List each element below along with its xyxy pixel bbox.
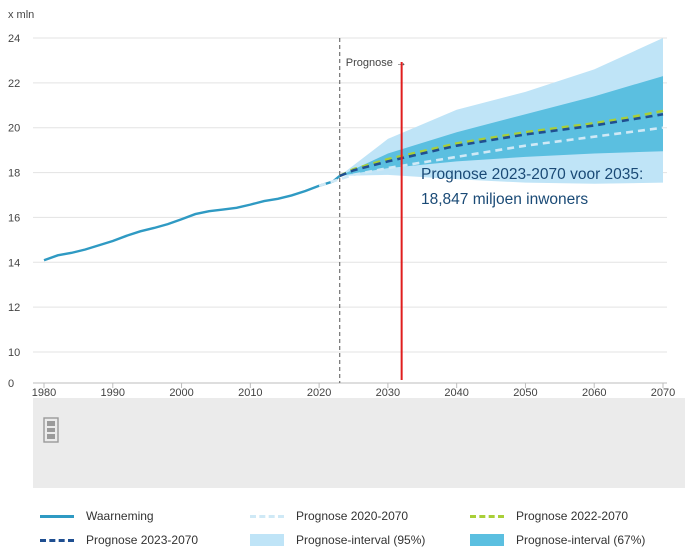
y-tick-label: 16: [8, 212, 20, 224]
legend-label: Prognose 2020-2070: [296, 509, 409, 523]
legend-item-interval-67: Prognose-interval (67%): [470, 532, 645, 548]
x-tick-label: 2010: [238, 387, 262, 399]
legend-label: Waarneming: [86, 509, 154, 523]
legend-label: Prognose 2023-2070: [86, 533, 199, 547]
y-tick-label: 24: [8, 33, 20, 45]
x-tick-label: 2000: [169, 387, 193, 399]
y-tick-label: 12: [8, 302, 20, 314]
x-tick-label: 2070: [651, 387, 675, 399]
series-line: [339, 112, 664, 178]
x-tick-label: 1980: [32, 387, 56, 399]
y-tick-label: 18: [8, 168, 20, 180]
legend-label: Prognose-interval (95%): [296, 533, 426, 547]
chart-area: Prognose → Prognose 2023-2070 voor 2035: 1…: [8, 9, 685, 488]
y-unit-label: x mln: [8, 9, 34, 21]
y-tick-label: 22: [8, 78, 20, 90]
legend-swatch-prognose-2022: [470, 510, 504, 522]
legend-item-interval-95: Prognose-interval (95%): [250, 532, 425, 548]
legend-swatch-prognose-2020: [250, 510, 284, 522]
series-line: [43, 175, 341, 262]
x-tick-label: 2050: [513, 387, 537, 399]
x-tick-label: 2060: [582, 387, 606, 399]
series-line: [318, 126, 664, 188]
footer-band: [33, 398, 685, 488]
annotation-line-1: Prognose 2023-2070 voor 2035:: [421, 166, 643, 183]
legend-item-prognose-2020: Prognose 2020-2070: [250, 508, 408, 524]
x-tick-label: 2040: [444, 387, 468, 399]
y-tick-label: 0: [8, 378, 14, 390]
y-tick-label: 20: [8, 123, 20, 135]
x-tick-label: 2020: [307, 387, 331, 399]
legend-label: Prognose-interval (67%): [516, 533, 646, 547]
x-tick-label: 1990: [101, 387, 125, 399]
cbs-logo: [43, 417, 59, 443]
legend-swatch-interval-95: [250, 534, 284, 546]
legend-swatch-interval-67: [470, 534, 504, 546]
prognose-label: Prognose →: [346, 57, 407, 69]
y-tick-label: 10: [8, 347, 20, 359]
series-line: [339, 109, 664, 178]
x-tick-label: 2030: [376, 387, 400, 399]
legend-item-waarneming: Waarneming: [40, 508, 154, 524]
legend: Waarneming Prognose 2020-2070 Prognose 2…: [40, 508, 680, 550]
population-chart: Prognose → Prognose 2023-2070 voor 2035: 1…: [8, 9, 685, 488]
legend-item-prognose-2023: Prognose 2023-2070: [40, 532, 198, 548]
legend-item-prognose-2022: Prognose 2022-2070: [470, 508, 628, 524]
legend-swatch-waarneming: [40, 510, 74, 522]
legend-swatch-prognose-2023: [40, 534, 74, 546]
legend-label: Prognose 2022-2070: [516, 509, 629, 523]
annotation-line-2: 18,847 miljoen inwoners: [421, 191, 588, 208]
y-tick-label: 14: [8, 257, 20, 269]
